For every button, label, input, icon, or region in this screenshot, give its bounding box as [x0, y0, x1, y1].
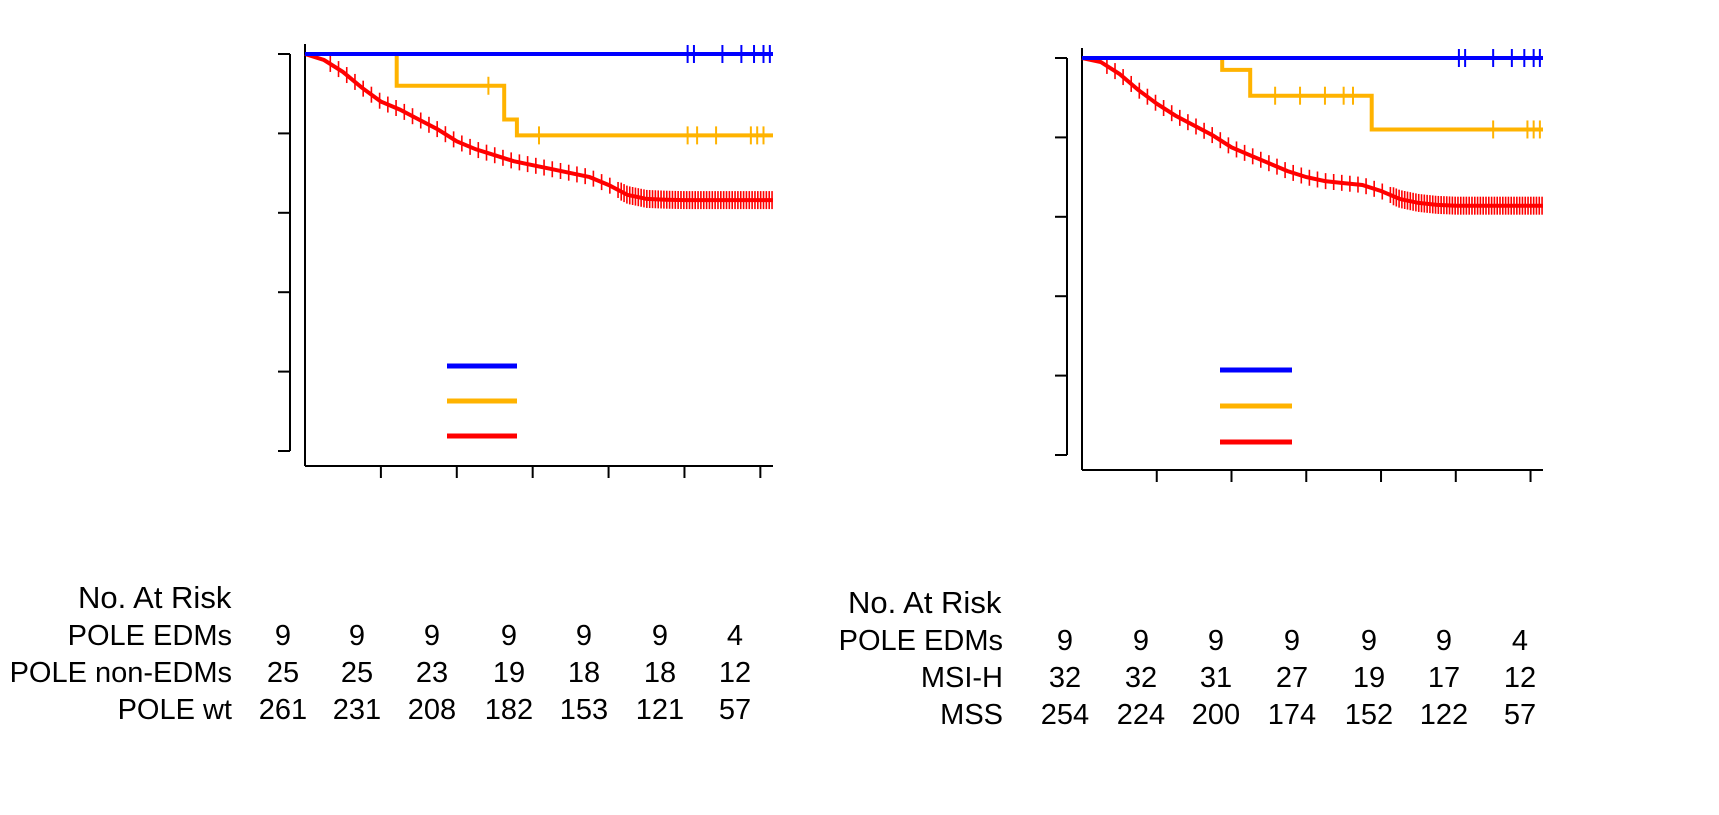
risk-row-1: POLE non-EDMs [0, 657, 232, 693]
risk-value: 122 [1419, 699, 1469, 731]
risk-value: 4 [726, 620, 744, 652]
risk-value: 18 [567, 657, 601, 689]
risk-value: 261 [258, 694, 308, 726]
risk-table-header: No. At Risk [78, 580, 232, 615]
risk-value: 9 [1207, 625, 1225, 657]
risk-value: 19 [492, 657, 526, 689]
risk-value: 182 [484, 694, 534, 726]
risk-value: 224 [1116, 699, 1166, 731]
survival-curve-2 [1081, 56, 1543, 208]
km-chart-c [278, 44, 773, 478]
risk-row-label: POLE EDMs [67, 620, 232, 652]
risk-row-2: POLE wt [0, 694, 232, 730]
risk-value: 121 [635, 694, 685, 726]
risk-value: 25 [266, 657, 300, 689]
risk-value: 4 [1511, 625, 1529, 657]
risk-row-label: POLE wt [117, 694, 232, 726]
km-panel-e: No. At Risk POLE EDMs MSI-H MSS 9 9 9 9 9 9 4 3… [839, 0, 1715, 815]
risk-value: 9 [1435, 625, 1453, 657]
risk-row-1: MSI-H [855, 662, 1003, 698]
risk-value: 32 [1124, 662, 1158, 694]
risk-row-label: MSI-H [920, 662, 1003, 694]
risk-value: 9 [423, 620, 441, 652]
risk-row-0: POLE EDMs [839, 625, 1003, 661]
risk-value: 9 [274, 620, 292, 652]
survival-curve-1 [1082, 56, 1543, 132]
risk-row-label: POLE EDMs [838, 625, 1003, 657]
risk-value: 254 [1040, 699, 1090, 731]
survival-curve-1 [305, 52, 773, 138]
risk-value: 9 [575, 620, 593, 652]
risk-value: 9 [651, 620, 669, 652]
risk-value: 19 [1352, 662, 1386, 694]
risk-value: 9 [1360, 625, 1378, 657]
risk-row-0: POLE EDMs [0, 620, 232, 656]
risk-value: 200 [1191, 699, 1241, 731]
km-panel-c: No. At Risk POLE EDMs POLE non-EDMs POLE… [0, 44, 773, 730]
risk-value: 25 [340, 657, 374, 689]
risk-row-label: POLE non-EDMs [9, 657, 232, 689]
risk-row-label: MSS [940, 699, 1003, 731]
risk-value: 23 [415, 657, 449, 689]
risk-value: 231 [332, 694, 382, 726]
risk-value: 57 [1503, 699, 1537, 731]
risk-value: 9 [348, 620, 366, 652]
risk-table-header: No. At Risk [848, 585, 1002, 620]
risk-value: 17 [1427, 662, 1461, 694]
risk-value: 12 [1503, 662, 1537, 694]
risk-value: 32 [1048, 662, 1082, 694]
risk-value: 9 [1132, 625, 1150, 657]
risk-value: 9 [1056, 625, 1074, 657]
risk-value: 174 [1267, 699, 1317, 731]
km-chart-e [1055, 48, 1543, 482]
risk-value: 31 [1199, 662, 1233, 694]
risk-value: 57 [718, 694, 752, 726]
risk-value: 27 [1275, 662, 1309, 694]
risk-value: 152 [1344, 699, 1394, 731]
risk-value: 12 [718, 657, 752, 689]
risk-value: 9 [1283, 625, 1301, 657]
risk-value: 208 [407, 694, 457, 726]
risk-value: 9 [500, 620, 518, 652]
risk-row-2: MSS [855, 699, 1003, 735]
risk-value: 153 [559, 694, 609, 726]
risk-value: 18 [643, 657, 677, 689]
